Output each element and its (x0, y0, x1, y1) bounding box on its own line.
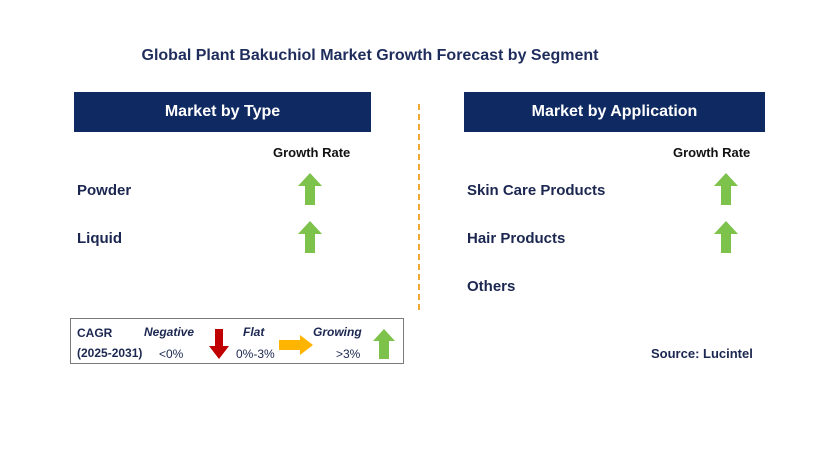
up-arrow-icon (373, 329, 395, 359)
chart-title: Global Plant Bakuchiol Market Growth For… (141, 47, 599, 64)
type-row-liquid-label: Liquid (77, 230, 122, 247)
market-by-application-header: Market by Application (464, 92, 765, 132)
application-row-others-label: Others (467, 278, 516, 295)
legend-negative-range: <0% (159, 347, 184, 361)
type-growth-rate-label: Growth Rate (273, 145, 351, 160)
application-growth-rate-label: Growth Rate (673, 145, 751, 160)
legend-cagr-label: CAGR (77, 326, 113, 340)
application-row-hair-products-label: Hair Products (467, 230, 566, 247)
legend-negative-label: Negative (144, 325, 195, 339)
source-note: Source: Lucintel (651, 346, 753, 361)
up-arrow-icon (714, 221, 738, 253)
type-row-powder-label: Powder (77, 182, 132, 199)
right-arrow-icon (279, 335, 313, 355)
cagr-legend: CAGR (2025-2031) Negative <0% Flat 0%-3%… (70, 318, 404, 364)
up-arrow-icon (298, 173, 322, 205)
legend-growing-range: >3% (336, 347, 361, 361)
market-by-type-header: Market by Type (74, 92, 371, 132)
legend-flat-label: Flat (243, 325, 265, 339)
application-row-skin-care-label: Skin Care Products (467, 182, 606, 199)
legend-growing-label: Growing (313, 325, 362, 339)
legend-flat-range: 0%-3% (236, 347, 275, 361)
up-arrow-icon (714, 173, 738, 205)
up-arrow-icon (298, 221, 322, 253)
down-arrow-icon (209, 329, 229, 359)
panel-divider (418, 104, 420, 310)
legend-period: (2025-2031) (77, 346, 143, 360)
